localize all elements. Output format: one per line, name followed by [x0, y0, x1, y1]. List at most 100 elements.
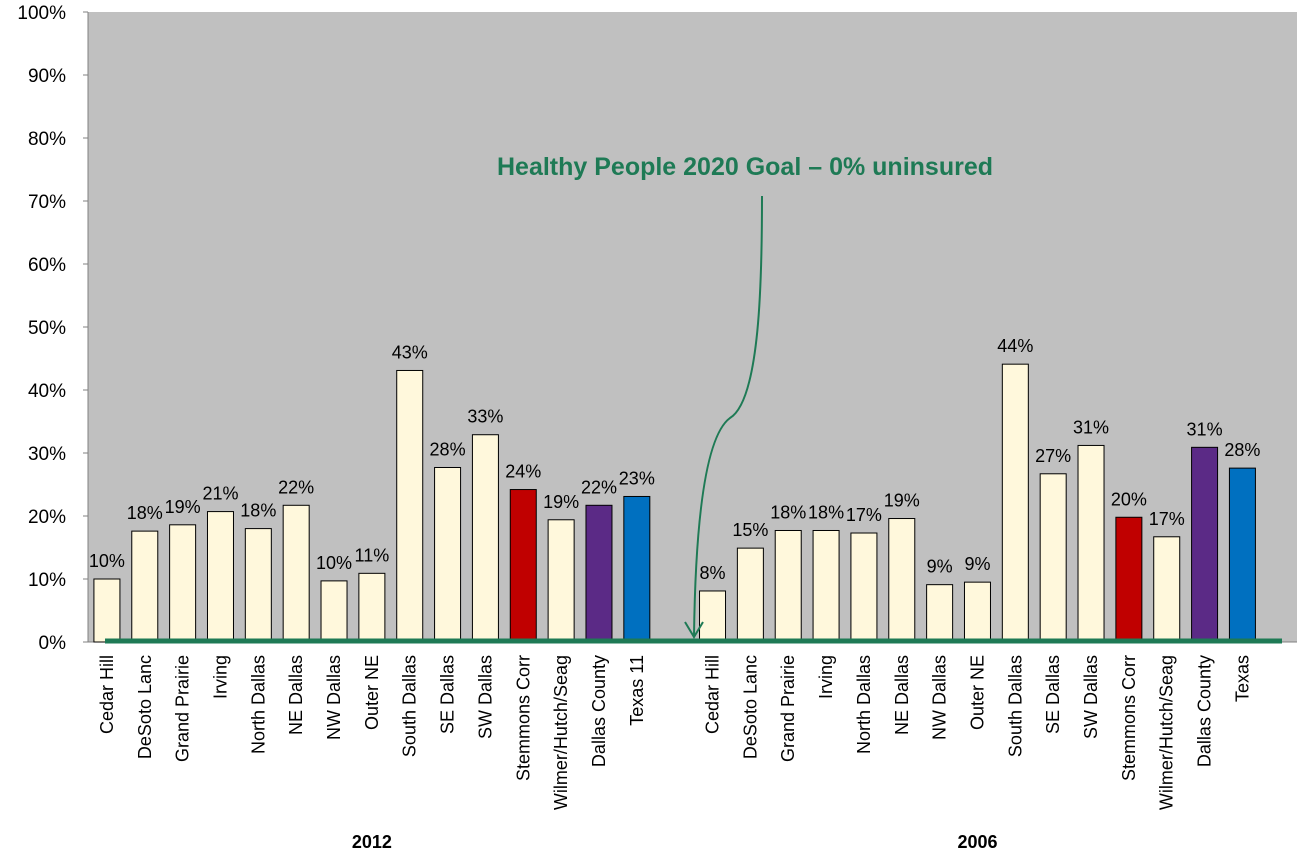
- category-label: SE Dallas: [1043, 655, 1063, 734]
- bar-2012-irving: [206, 511, 234, 643]
- category-label: Dallas County: [589, 655, 609, 767]
- bar-2006-south-dallas: [1001, 363, 1029, 643]
- data-label: 20%: [1111, 489, 1147, 509]
- goal-annotation-text: Healthy People 2020 Goal – 0% uninsured: [497, 153, 993, 181]
- data-label: 17%: [846, 505, 882, 525]
- y-tick-label: 70%: [28, 192, 66, 213]
- category-label: SW Dallas: [1081, 655, 1101, 739]
- category-label: Texas: [1232, 655, 1252, 702]
- bar-2006-grand-prairie: [774, 529, 802, 643]
- y-tick-label: 100%: [17, 3, 66, 24]
- goal-annotation: Healthy People 2020 Goal – 0% uninsured: [497, 153, 993, 639]
- data-label: 33%: [467, 407, 503, 427]
- bar-2006-cedar-hill: [699, 590, 727, 643]
- data-label: 11%: [355, 545, 390, 565]
- y-tick-label: 50%: [28, 318, 66, 339]
- bar-2006-nw-dallas: [926, 584, 954, 643]
- bar-2012-desoto-lanc: [131, 530, 159, 643]
- category-label: Texas 11: [627, 655, 647, 726]
- goal-annotation-arrowhead: [684, 621, 704, 639]
- bar-2012-north-dallas: [244, 528, 272, 643]
- bar-2012-outer-ne: [358, 572, 386, 643]
- category-label: Grand Prairie: [173, 655, 193, 762]
- bar-2012-dallas-county: [585, 504, 613, 643]
- category-label: NW Dallas: [324, 655, 344, 740]
- bar-2006-wilmer-hutch-seag: [1153, 536, 1181, 643]
- data-label: 28%: [430, 439, 466, 459]
- y-tick-label: 0%: [39, 633, 67, 654]
- group-labels: 2012 2006: [352, 832, 998, 852]
- data-label: 31%: [1073, 417, 1109, 437]
- bar-2012-cedar-hill: [93, 578, 121, 643]
- category-label: Cedar Hill: [97, 655, 117, 734]
- data-label: 28%: [1224, 440, 1260, 460]
- data-label: 15%: [732, 520, 768, 540]
- data-label: 18%: [808, 502, 844, 522]
- data-label: 19%: [884, 491, 920, 511]
- category-label: Irving: [816, 655, 836, 699]
- data-labels: 10%18% 19%21%18%22%10% 11%43%28%33%24%19%2…: [89, 336, 1261, 583]
- y-tick-label: 90%: [28, 66, 66, 87]
- data-label: 18%: [240, 501, 276, 521]
- category-label: Stemmons Corr: [1119, 655, 1139, 781]
- bar-2006-texas: [1228, 467, 1256, 643]
- bar-2006-north-dallas: [850, 532, 878, 643]
- bar-2006-se-dallas: [1039, 473, 1067, 643]
- y-tick-label: 30%: [28, 444, 66, 465]
- data-label: 18%: [127, 503, 163, 523]
- data-label: 17%: [1149, 509, 1185, 529]
- bar-2006-stemmons-corr: [1115, 516, 1143, 643]
- data-label: 8%: [700, 563, 726, 583]
- category-label: Outer NE: [967, 655, 987, 730]
- category-label: Dallas County: [1195, 655, 1215, 767]
- bar-2012-se-dallas: [434, 466, 462, 643]
- bar-2012-texas-11: [623, 495, 651, 643]
- data-label: 19%: [543, 492, 579, 512]
- y-tick-label: 80%: [28, 129, 66, 150]
- goal-annotation-arrow: [693, 195, 763, 637]
- data-label: 10%: [316, 553, 352, 573]
- category-label: Irving: [210, 655, 230, 699]
- data-label: 24%: [505, 462, 541, 482]
- data-label: 9%: [964, 554, 990, 574]
- category-label: NW Dallas: [930, 655, 950, 740]
- category-label: Stemmons Corr: [513, 655, 533, 781]
- y-tick-label: 10%: [28, 570, 66, 591]
- y-tick-label: 20%: [28, 507, 66, 528]
- data-label: 22%: [581, 477, 617, 497]
- data-label: 10%: [89, 551, 125, 571]
- bar-2012-nw-dallas: [320, 580, 348, 643]
- y-tick-label: 60%: [28, 255, 66, 276]
- data-label: 23%: [619, 468, 655, 488]
- bar-2006-ne-dallas: [888, 518, 916, 643]
- category-label: North Dallas: [248, 655, 268, 754]
- bar-2006-desoto-lanc: [736, 547, 764, 643]
- category-label: DeSoto Lanc: [135, 655, 155, 759]
- bar-2012-sw-dallas: [471, 434, 499, 643]
- data-label: 27%: [1035, 446, 1071, 466]
- data-label: 22%: [278, 477, 314, 497]
- data-label: 44%: [997, 336, 1033, 356]
- category-label: Wilmer/Hutch/Seag: [1157, 655, 1177, 810]
- category-label: SE Dallas: [438, 655, 458, 734]
- data-label: 21%: [202, 484, 238, 504]
- bar-2012-wilmer-hutch-seag: [547, 519, 575, 643]
- bar-2012-ne-dallas: [282, 504, 310, 643]
- data-label: 31%: [1187, 419, 1223, 439]
- category-labels: Cedar Hill DeSoto Lanc Grand Prairie Irving…: [97, 655, 1253, 810]
- data-label: 43%: [392, 342, 428, 362]
- group-label: 2006: [957, 832, 997, 852]
- bar-2012-grand-prairie: [169, 524, 197, 643]
- category-label: North Dallas: [854, 655, 874, 754]
- category-label: Wilmer/Hutch/Seag: [551, 655, 571, 810]
- bar-2006-dallas-county: [1191, 446, 1219, 643]
- bar-2012-stemmons-corr: [509, 489, 537, 643]
- category-label: NE Dallas: [286, 655, 306, 735]
- category-label: Cedar Hill: [703, 655, 723, 734]
- group-label: 2012: [352, 832, 392, 852]
- bar-2006-sw-dallas: [1077, 444, 1105, 643]
- category-label: DeSoto Lanc: [740, 655, 760, 759]
- category-label: Grand Prairie: [778, 655, 798, 762]
- data-label: 18%: [770, 502, 806, 522]
